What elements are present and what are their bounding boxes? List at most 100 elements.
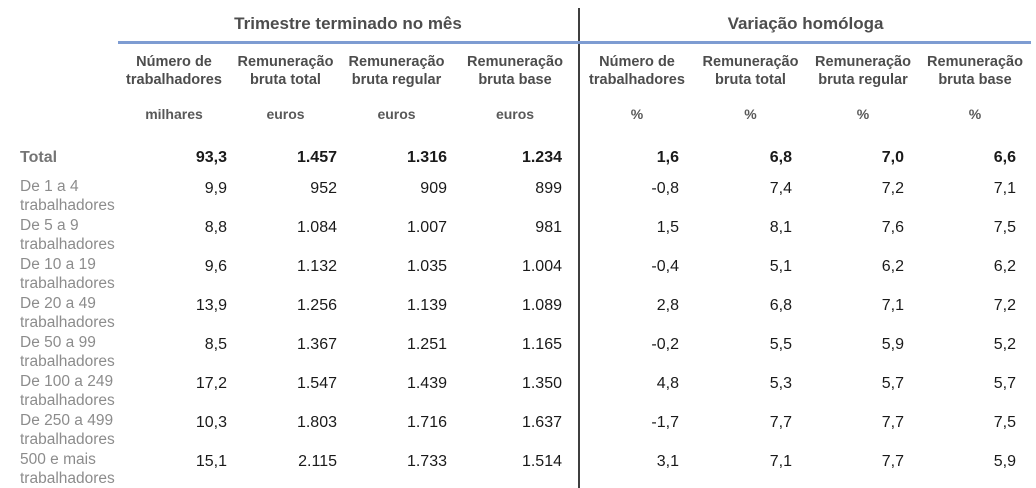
row-label-line1: De 250 a 499 bbox=[20, 412, 114, 429]
row-label: Total bbox=[20, 144, 118, 176]
corner-cell bbox=[20, 8, 118, 43]
row-label-line2: trabalhadores bbox=[20, 236, 115, 253]
value-cell: 10,3 bbox=[195, 414, 227, 431]
value-cell: 7,7 bbox=[881, 414, 904, 431]
row-label-line2: trabalhadores bbox=[20, 275, 115, 292]
value-cell: 1.004 bbox=[521, 258, 562, 275]
value-cell: 17,2 bbox=[195, 375, 227, 392]
value-cell: 1.547 bbox=[296, 375, 337, 392]
value-cell: 2.115 bbox=[298, 453, 337, 470]
value-cell: 5,7 bbox=[993, 375, 1017, 392]
value-cell: 1,5 bbox=[578, 215, 694, 254]
value-cell: 952 bbox=[310, 180, 337, 197]
unit-label: euros bbox=[266, 106, 305, 122]
unit-label: % bbox=[744, 106, 757, 122]
row-label: De 1 a 4 trabalhadores bbox=[20, 176, 118, 215]
value-cell: 7,7 bbox=[881, 453, 904, 470]
value-cell: 6,8 bbox=[769, 297, 792, 314]
unit-row: milhares euros euros euros%%%% bbox=[20, 101, 1031, 144]
row-label-line1: De 5 a 9 bbox=[20, 217, 79, 234]
group-header-trimestre: Trimestre terminado no mês bbox=[118, 8, 579, 44]
value-cell: 6,8 bbox=[769, 149, 792, 166]
value-cell: 7,4 bbox=[769, 180, 792, 197]
value-cell: 981 bbox=[535, 219, 562, 236]
column-header: Número de trabalhadores bbox=[578, 42, 694, 101]
value-cell: 1.007 bbox=[406, 219, 447, 236]
group-header-variacao: Variação homóloga bbox=[577, 8, 1032, 44]
row-label-line2: trabalhadores bbox=[20, 314, 115, 331]
row-label-line2: trabalhadores bbox=[20, 197, 115, 214]
value-cell: 1.035 bbox=[406, 258, 447, 275]
value-cell: 1.439 bbox=[406, 375, 447, 392]
table-row: De 5 a 9 trabalhadores 8,8 1.084 1.007 981 1,5… bbox=[20, 215, 1031, 254]
value-cell: 13,9 bbox=[195, 297, 227, 314]
column-header: Remuneração bruta regular bbox=[815, 54, 911, 88]
value-cell: 1.514 bbox=[521, 453, 562, 470]
value-cell: 6,6 bbox=[993, 149, 1017, 166]
value-cell: 6,2 bbox=[881, 258, 904, 275]
table-row: 500 e mais trabalhadores 15,1 2.115 1.733 1.5… bbox=[20, 449, 1031, 488]
unit-label: milhares bbox=[145, 106, 203, 122]
row-label-line2: trabalhadores bbox=[20, 470, 115, 487]
row-label-line2: trabalhadores bbox=[20, 392, 115, 409]
row-label: De 20 a 49 trabalhadores bbox=[20, 293, 118, 332]
row-label: De 10 a 19 trabalhadores bbox=[20, 254, 118, 293]
value-cell: 1.803 bbox=[296, 414, 337, 431]
value-cell: 1.234 bbox=[521, 149, 562, 166]
value-cell: 5,9 bbox=[881, 336, 904, 353]
value-cell: 1.132 bbox=[296, 258, 337, 275]
value-cell: 93,3 bbox=[195, 149, 227, 166]
value-cell: 7,2 bbox=[881, 180, 904, 197]
column-header: Remuneração bruta regular bbox=[348, 54, 445, 88]
column-header: Remuneração bruta base bbox=[467, 54, 563, 88]
row-label: De 250 a 499 trabalhadores bbox=[20, 410, 118, 449]
value-cell: 1.139 bbox=[406, 297, 447, 314]
value-cell: 8,5 bbox=[204, 336, 227, 353]
value-cell: 3,1 bbox=[578, 449, 694, 488]
value-cell: 1.350 bbox=[521, 375, 562, 392]
value-cell: 7,1 bbox=[881, 297, 904, 314]
value-cell: 9,9 bbox=[204, 180, 227, 197]
value-cell: 2,8 bbox=[578, 293, 694, 332]
value-cell: 15,1 bbox=[195, 453, 227, 470]
value-cell: 5,5 bbox=[769, 336, 792, 353]
value-cell: 7,5 bbox=[993, 219, 1017, 236]
table-row: De 250 a 499 trabalhadores 10,3 1.803 1.716 1… bbox=[20, 410, 1031, 449]
value-cell: 1.716 bbox=[406, 414, 447, 431]
row-label: De 5 a 9 trabalhadores bbox=[20, 215, 118, 254]
unit-label: euros bbox=[495, 106, 535, 122]
value-cell: 5,9 bbox=[993, 453, 1017, 470]
row-label: De 50 a 99 trabalhadores bbox=[20, 332, 118, 371]
table-row: Total 93,3 1.457 1.316 1.234 1,6 6,8 7,0 6,6 bbox=[20, 144, 1031, 176]
value-cell: 5,2 bbox=[993, 336, 1017, 353]
value-cell: 1.089 bbox=[521, 297, 562, 314]
table-row: De 100 a 249 trabalhadores 17,2 1.547 1.439 1… bbox=[20, 371, 1031, 410]
row-label-line1: De 1 a 4 bbox=[20, 178, 79, 195]
row-label-line1: De 50 a 99 bbox=[20, 334, 96, 351]
value-cell: 9,6 bbox=[204, 258, 227, 275]
value-cell: 7,2 bbox=[993, 297, 1017, 314]
value-cell: 5,1 bbox=[769, 258, 792, 275]
column-header: Remuneração bruta total bbox=[237, 54, 334, 88]
value-cell: 1.256 bbox=[296, 297, 337, 314]
table-row: De 50 a 99 trabalhadores 8,5 1.367 1.251 1.16… bbox=[20, 332, 1031, 371]
row-label-line1: De 10 a 19 bbox=[20, 256, 96, 273]
table-row: De 10 a 19 trabalhadores 9,6 1.132 1.035 1.00… bbox=[20, 254, 1031, 293]
value-cell: 1.165 bbox=[521, 336, 562, 353]
value-cell: 7,1 bbox=[993, 180, 1017, 197]
value-cell: 7,5 bbox=[993, 414, 1017, 431]
value-cell: -1,7 bbox=[578, 410, 694, 449]
value-cell: 1.251 bbox=[406, 336, 447, 353]
group-header-row: Trimestre terminado no mês Variação homó… bbox=[20, 8, 1032, 44]
value-cell: 6,2 bbox=[993, 258, 1017, 275]
value-cell: 7,0 bbox=[881, 149, 904, 166]
value-cell: 5,3 bbox=[769, 375, 792, 392]
value-cell: 8,1 bbox=[769, 219, 792, 236]
value-cell: 1.733 bbox=[406, 453, 447, 470]
unit-label: % bbox=[968, 106, 982, 122]
value-cell: 909 bbox=[420, 180, 447, 197]
table-row: De 1 a 4 trabalhadores 9,9 952 909 899 -0,8 7,4… bbox=[20, 176, 1031, 215]
value-cell: 7,7 bbox=[769, 414, 792, 431]
value-cell: 7,6 bbox=[881, 219, 904, 236]
